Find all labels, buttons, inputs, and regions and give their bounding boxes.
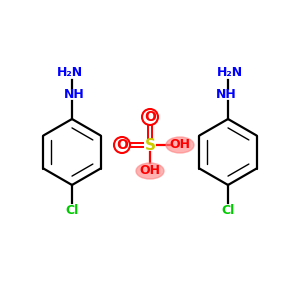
Text: S: S	[145, 137, 155, 152]
Text: H₂N: H₂N	[57, 65, 83, 79]
Text: O: O	[116, 138, 128, 152]
Text: NH: NH	[64, 88, 84, 100]
Text: H₂N: H₂N	[217, 65, 243, 79]
Text: NH: NH	[216, 88, 236, 100]
Text: Cl: Cl	[65, 205, 79, 218]
Text: O: O	[144, 110, 156, 124]
Text: Cl: Cl	[221, 205, 235, 218]
Ellipse shape	[166, 137, 194, 153]
Text: OH: OH	[169, 139, 190, 152]
Ellipse shape	[136, 163, 164, 179]
Text: OH: OH	[140, 164, 160, 178]
